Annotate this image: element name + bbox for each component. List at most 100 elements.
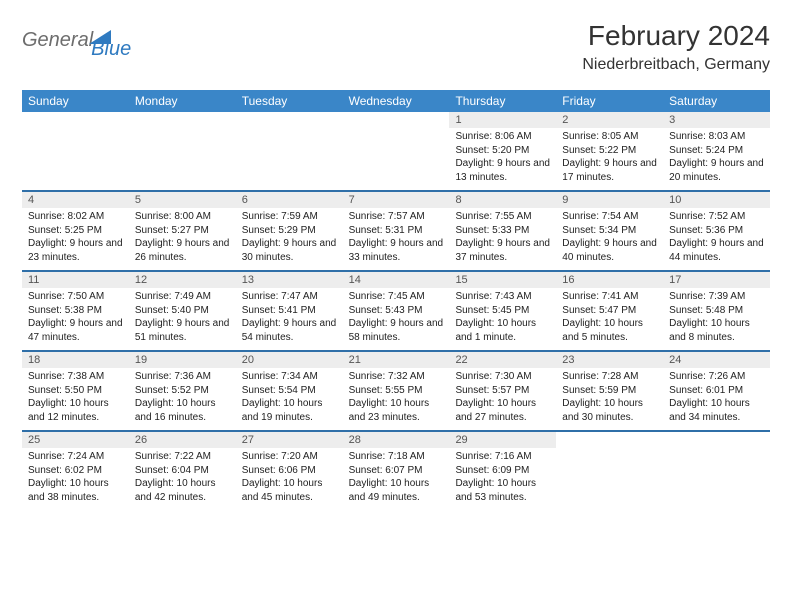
daylight-line: Daylight: 9 hours and 17 minutes. (562, 157, 657, 184)
daylight-line: Daylight: 9 hours and 47 minutes. (28, 317, 123, 344)
sunrise-line: Sunrise: 8:06 AM (455, 130, 550, 144)
daylight-line: Daylight: 9 hours and 20 minutes. (669, 157, 764, 184)
daylight-line: Daylight: 9 hours and 54 minutes. (242, 317, 337, 344)
logo-text-blue: Blue (91, 38, 131, 61)
sunrise-line: Sunrise: 7:32 AM (349, 370, 444, 384)
sunset-line: Sunset: 5:52 PM (135, 384, 230, 398)
day-number: 10 (663, 192, 770, 208)
sunrise-line: Sunrise: 7:49 AM (135, 290, 230, 304)
calendar-cell: 16Sunrise: 7:41 AMSunset: 5:47 PMDayligh… (556, 272, 663, 350)
sunrise-line: Sunrise: 7:43 AM (455, 290, 550, 304)
day-detail: Sunrise: 7:55 AMSunset: 5:33 PMDaylight:… (449, 208, 556, 268)
daylight-line: Daylight: 9 hours and 30 minutes. (242, 237, 337, 264)
day-number: 20 (236, 352, 343, 368)
sunrise-line: Sunrise: 7:50 AM (28, 290, 123, 304)
calendar-cell: 23Sunrise: 7:28 AMSunset: 5:59 PMDayligh… (556, 352, 663, 430)
sunset-line: Sunset: 6:01 PM (669, 384, 764, 398)
sunrise-line: Sunrise: 7:36 AM (135, 370, 230, 384)
sunrise-line: Sunrise: 8:00 AM (135, 210, 230, 224)
calendar-cell: 28Sunrise: 7:18 AMSunset: 6:07 PMDayligh… (343, 432, 450, 510)
day-number: 12 (129, 272, 236, 288)
day-number: 27 (236, 432, 343, 448)
day-number (663, 432, 770, 448)
sunset-line: Sunset: 6:06 PM (242, 464, 337, 478)
day-detail: Sunrise: 7:45 AMSunset: 5:43 PMDaylight:… (343, 288, 450, 348)
daylight-line: Daylight: 10 hours and 1 minute. (455, 317, 550, 344)
sunset-line: Sunset: 5:55 PM (349, 384, 444, 398)
day-number: 9 (556, 192, 663, 208)
day-detail: Sunrise: 7:39 AMSunset: 5:48 PMDaylight:… (663, 288, 770, 348)
daylight-line: Daylight: 9 hours and 37 minutes. (455, 237, 550, 264)
day-detail: Sunrise: 8:02 AMSunset: 5:25 PMDaylight:… (22, 208, 129, 268)
day-number: 14 (343, 272, 450, 288)
day-number (343, 112, 450, 128)
sunrise-line: Sunrise: 7:52 AM (669, 210, 764, 224)
sunrise-line: Sunrise: 7:55 AM (455, 210, 550, 224)
sunset-line: Sunset: 6:07 PM (349, 464, 444, 478)
sunrise-line: Sunrise: 7:57 AM (349, 210, 444, 224)
logo: General Blue (22, 20, 131, 61)
day-number: 8 (449, 192, 556, 208)
day-number: 1 (449, 112, 556, 128)
day-number: 3 (663, 112, 770, 128)
weekday-header: Sunday (22, 90, 129, 112)
location-label: Niederbreitbach, Germany (582, 56, 770, 74)
weekday-header-row: SundayMondayTuesdayWednesdayThursdayFrid… (22, 90, 770, 112)
daylight-line: Daylight: 9 hours and 26 minutes. (135, 237, 230, 264)
day-detail: Sunrise: 7:43 AMSunset: 5:45 PMDaylight:… (449, 288, 556, 348)
day-number: 19 (129, 352, 236, 368)
weekday-header: Monday (129, 90, 236, 112)
daylight-line: Daylight: 10 hours and 27 minutes. (455, 397, 550, 424)
daylight-line: Daylight: 10 hours and 42 minutes. (135, 477, 230, 504)
header: General Blue February 2024 Niederbreitba… (0, 0, 792, 82)
calendar-cell: 21Sunrise: 7:32 AMSunset: 5:55 PMDayligh… (343, 352, 450, 430)
day-detail: Sunrise: 7:26 AMSunset: 6:01 PMDaylight:… (663, 368, 770, 428)
calendar-cell: 18Sunrise: 7:38 AMSunset: 5:50 PMDayligh… (22, 352, 129, 430)
day-number: 21 (343, 352, 450, 368)
month-title: February 2024 (582, 20, 770, 52)
calendar-week: 18Sunrise: 7:38 AMSunset: 5:50 PMDayligh… (22, 350, 770, 430)
sunrise-line: Sunrise: 8:02 AM (28, 210, 123, 224)
logo-text-general: General (22, 29, 93, 52)
sunrise-line: Sunrise: 7:54 AM (562, 210, 657, 224)
calendar: SundayMondayTuesdayWednesdayThursdayFrid… (22, 90, 770, 510)
day-detail: Sunrise: 7:30 AMSunset: 5:57 PMDaylight:… (449, 368, 556, 428)
day-number: 7 (343, 192, 450, 208)
day-number: 24 (663, 352, 770, 368)
daylight-line: Daylight: 10 hours and 19 minutes. (242, 397, 337, 424)
day-number: 26 (129, 432, 236, 448)
sunset-line: Sunset: 5:54 PM (242, 384, 337, 398)
daylight-line: Daylight: 10 hours and 30 minutes. (562, 397, 657, 424)
day-number (236, 112, 343, 128)
day-number (129, 112, 236, 128)
day-detail: Sunrise: 7:50 AMSunset: 5:38 PMDaylight:… (22, 288, 129, 348)
daylight-line: Daylight: 9 hours and 58 minutes. (349, 317, 444, 344)
calendar-cell (236, 112, 343, 190)
day-detail: Sunrise: 7:49 AMSunset: 5:40 PMDaylight:… (129, 288, 236, 348)
calendar-cell: 12Sunrise: 7:49 AMSunset: 5:40 PMDayligh… (129, 272, 236, 350)
calendar-cell: 17Sunrise: 7:39 AMSunset: 5:48 PMDayligh… (663, 272, 770, 350)
weekday-header: Tuesday (236, 90, 343, 112)
sunrise-line: Sunrise: 7:20 AM (242, 450, 337, 464)
sunset-line: Sunset: 5:41 PM (242, 304, 337, 318)
calendar-cell: 26Sunrise: 7:22 AMSunset: 6:04 PMDayligh… (129, 432, 236, 510)
calendar-cell (129, 112, 236, 190)
calendar-week: 25Sunrise: 7:24 AMSunset: 6:02 PMDayligh… (22, 430, 770, 510)
calendar-cell: 20Sunrise: 7:34 AMSunset: 5:54 PMDayligh… (236, 352, 343, 430)
day-detail: Sunrise: 7:41 AMSunset: 5:47 PMDaylight:… (556, 288, 663, 348)
sunrise-line: Sunrise: 7:28 AM (562, 370, 657, 384)
sunset-line: Sunset: 5:34 PM (562, 224, 657, 238)
daylight-line: Daylight: 10 hours and 12 minutes. (28, 397, 123, 424)
day-detail: Sunrise: 7:54 AMSunset: 5:34 PMDaylight:… (556, 208, 663, 268)
day-number: 29 (449, 432, 556, 448)
day-detail: Sunrise: 7:28 AMSunset: 5:59 PMDaylight:… (556, 368, 663, 428)
day-number: 4 (22, 192, 129, 208)
weekday-header: Thursday (449, 90, 556, 112)
sunrise-line: Sunrise: 7:30 AM (455, 370, 550, 384)
day-number: 28 (343, 432, 450, 448)
sunset-line: Sunset: 5:36 PM (669, 224, 764, 238)
day-detail: Sunrise: 7:20 AMSunset: 6:06 PMDaylight:… (236, 448, 343, 508)
sunset-line: Sunset: 5:45 PM (455, 304, 550, 318)
calendar-cell: 14Sunrise: 7:45 AMSunset: 5:43 PMDayligh… (343, 272, 450, 350)
sunrise-line: Sunrise: 7:45 AM (349, 290, 444, 304)
